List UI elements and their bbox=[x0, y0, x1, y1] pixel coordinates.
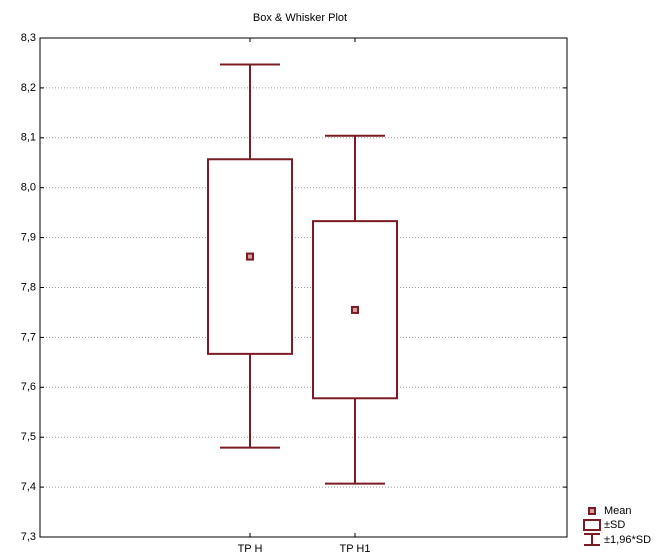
y-tick-label: 7,9 bbox=[21, 232, 36, 244]
y-tick-label: 8,2 bbox=[21, 82, 36, 94]
y-tick-label: 8,3 bbox=[21, 32, 36, 44]
legend-mean-icon bbox=[588, 507, 596, 515]
legend-label: ±1,96*SD bbox=[604, 534, 651, 546]
legend-label: ±SD bbox=[604, 519, 625, 531]
y-tick-label: 7,3 bbox=[21, 531, 36, 543]
x-tick-label: TP H1 bbox=[340, 543, 371, 555]
plot-frame bbox=[39, 37, 568, 538]
y-tick-label: 7,8 bbox=[21, 281, 36, 293]
chart-title: Box & Whisker Plot bbox=[253, 12, 347, 24]
y-tick-label: 8,0 bbox=[21, 182, 36, 194]
y-tick-label: 8,1 bbox=[21, 132, 36, 144]
x-tick-label: TP H bbox=[238, 543, 263, 555]
mean-marker bbox=[246, 252, 254, 261]
y-tick-label: 7,5 bbox=[21, 431, 36, 443]
y-tick-label: 7,7 bbox=[21, 331, 36, 343]
mean-marker bbox=[351, 305, 359, 314]
y-tick-label: 7,4 bbox=[21, 481, 36, 493]
box bbox=[312, 220, 398, 400]
y-tick-label: 7,6 bbox=[21, 381, 36, 393]
legend-sd-icon bbox=[583, 519, 601, 531]
legend-label: Mean bbox=[604, 505, 632, 517]
